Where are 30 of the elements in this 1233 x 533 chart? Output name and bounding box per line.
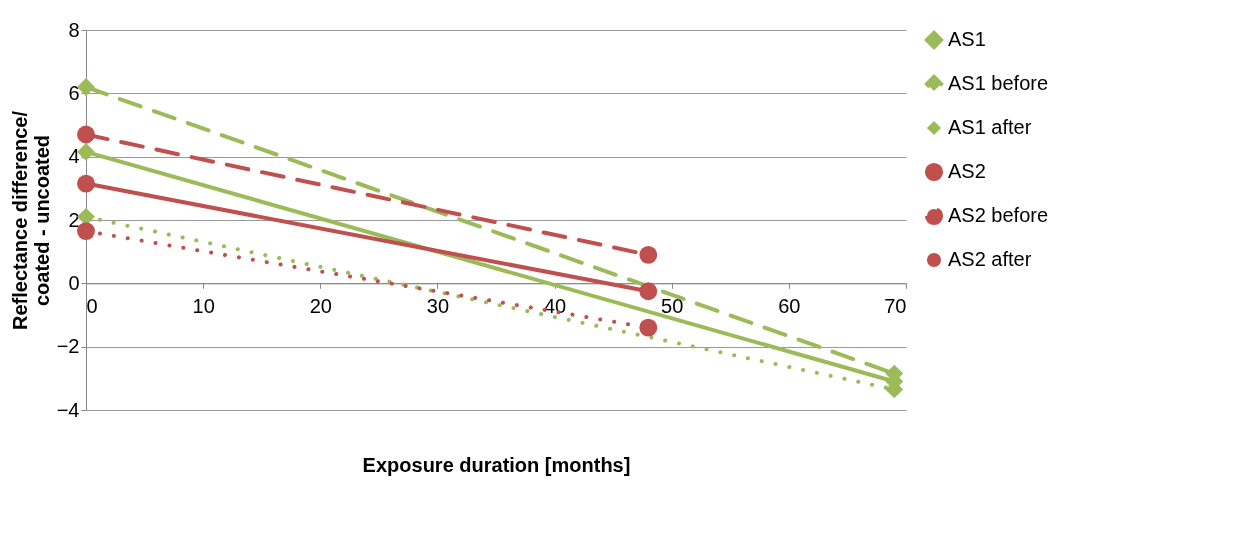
x-tick-label: 10 xyxy=(192,294,215,317)
legend-label: AS1 before xyxy=(948,72,1049,94)
point xyxy=(77,222,95,241)
point xyxy=(77,142,95,161)
y-tick-label: −4 xyxy=(56,398,80,421)
x-tick-label: 60 xyxy=(778,294,801,317)
y-tick-label: 8 xyxy=(68,18,80,41)
legend-label: AS2 after xyxy=(948,248,1032,270)
x-tick-label: 0 xyxy=(86,294,98,317)
legend-label: AS2 before xyxy=(948,204,1049,226)
legend-label: AS2 xyxy=(948,160,986,182)
x-axis-title: Exposure duration [months] xyxy=(362,453,631,476)
point xyxy=(77,174,95,193)
y-tick-label: 6 xyxy=(68,81,80,104)
point xyxy=(639,245,658,264)
y-axis-title: Reflectance difference/ coated - uncoated xyxy=(8,110,53,330)
y-tick-label: 0 xyxy=(68,271,80,294)
x-tick-label: 20 xyxy=(309,294,332,317)
point xyxy=(639,282,658,301)
point xyxy=(639,318,658,337)
y-tick-label: 2 xyxy=(68,208,80,231)
x-tick-label: 70 xyxy=(884,294,907,317)
y-tick-label: −2 xyxy=(56,335,80,358)
x-tick-label: 50 xyxy=(661,294,684,317)
legend-label: AS1 xyxy=(948,28,986,50)
y-tick-label: 4 xyxy=(68,145,80,168)
point xyxy=(77,125,95,144)
point xyxy=(77,78,95,96)
x-tick-label: 30 xyxy=(426,294,450,317)
legend-label: AS1 after xyxy=(948,116,1032,138)
